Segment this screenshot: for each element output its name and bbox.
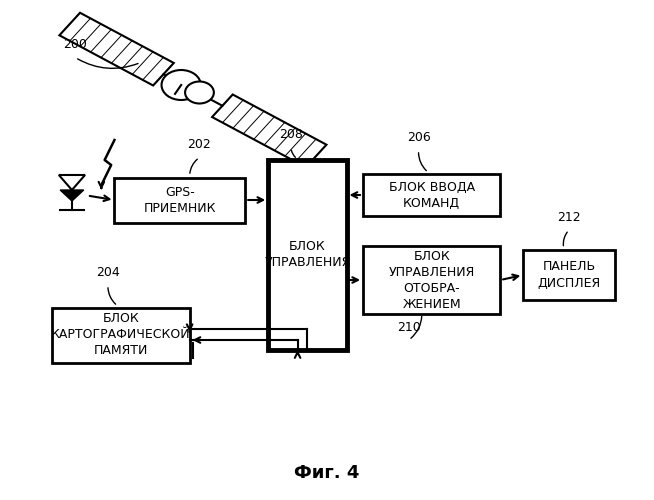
Bar [268,160,347,350]
Circle shape [162,70,201,100]
Polygon shape [60,13,174,86]
Polygon shape [212,94,326,167]
Text: 212: 212 [557,211,581,224]
Polygon shape [59,175,85,190]
Bar [52,308,190,362]
Text: БЛОК ВВОДА
КОМАНД: БЛОК ВВОДА КОМАНД [388,180,475,210]
Bar [363,246,500,314]
Text: 200: 200 [63,38,87,52]
Circle shape [185,82,214,104]
Text: БЛОК
УПРАВЛЕНИЯ: БЛОК УПРАВЛЕНИЯ [264,240,351,270]
Text: БЛОК
УПРАВЛЕНИЯ
ОТОБРА-
ЖЕНИЕМ: БЛОК УПРАВЛЕНИЯ ОТОБРА- ЖЕНИЕМ [388,250,475,310]
Text: 206: 206 [407,131,430,144]
Text: 204: 204 [96,266,120,279]
Bar [114,178,245,222]
Bar [363,174,500,216]
Text: БЛОК
КАРТОГРАФИЧЕСКОЙ
ПАМЯТИ: БЛОК КАРТОГРАФИЧЕСКОЙ ПАМЯТИ [51,312,191,358]
Text: 210: 210 [397,321,421,334]
Text: 202: 202 [188,138,211,151]
Text: 208: 208 [279,128,303,141]
Bar [523,250,615,300]
Polygon shape [60,190,84,201]
Text: Фиг. 4: Фиг. 4 [294,464,360,481]
Text: GPS-
ПРИЕМНИК: GPS- ПРИЕМНИК [144,186,216,214]
Text: ПАНЕЛЬ
ДИСПЛЕЯ: ПАНЕЛЬ ДИСПЛЕЯ [538,260,600,290]
